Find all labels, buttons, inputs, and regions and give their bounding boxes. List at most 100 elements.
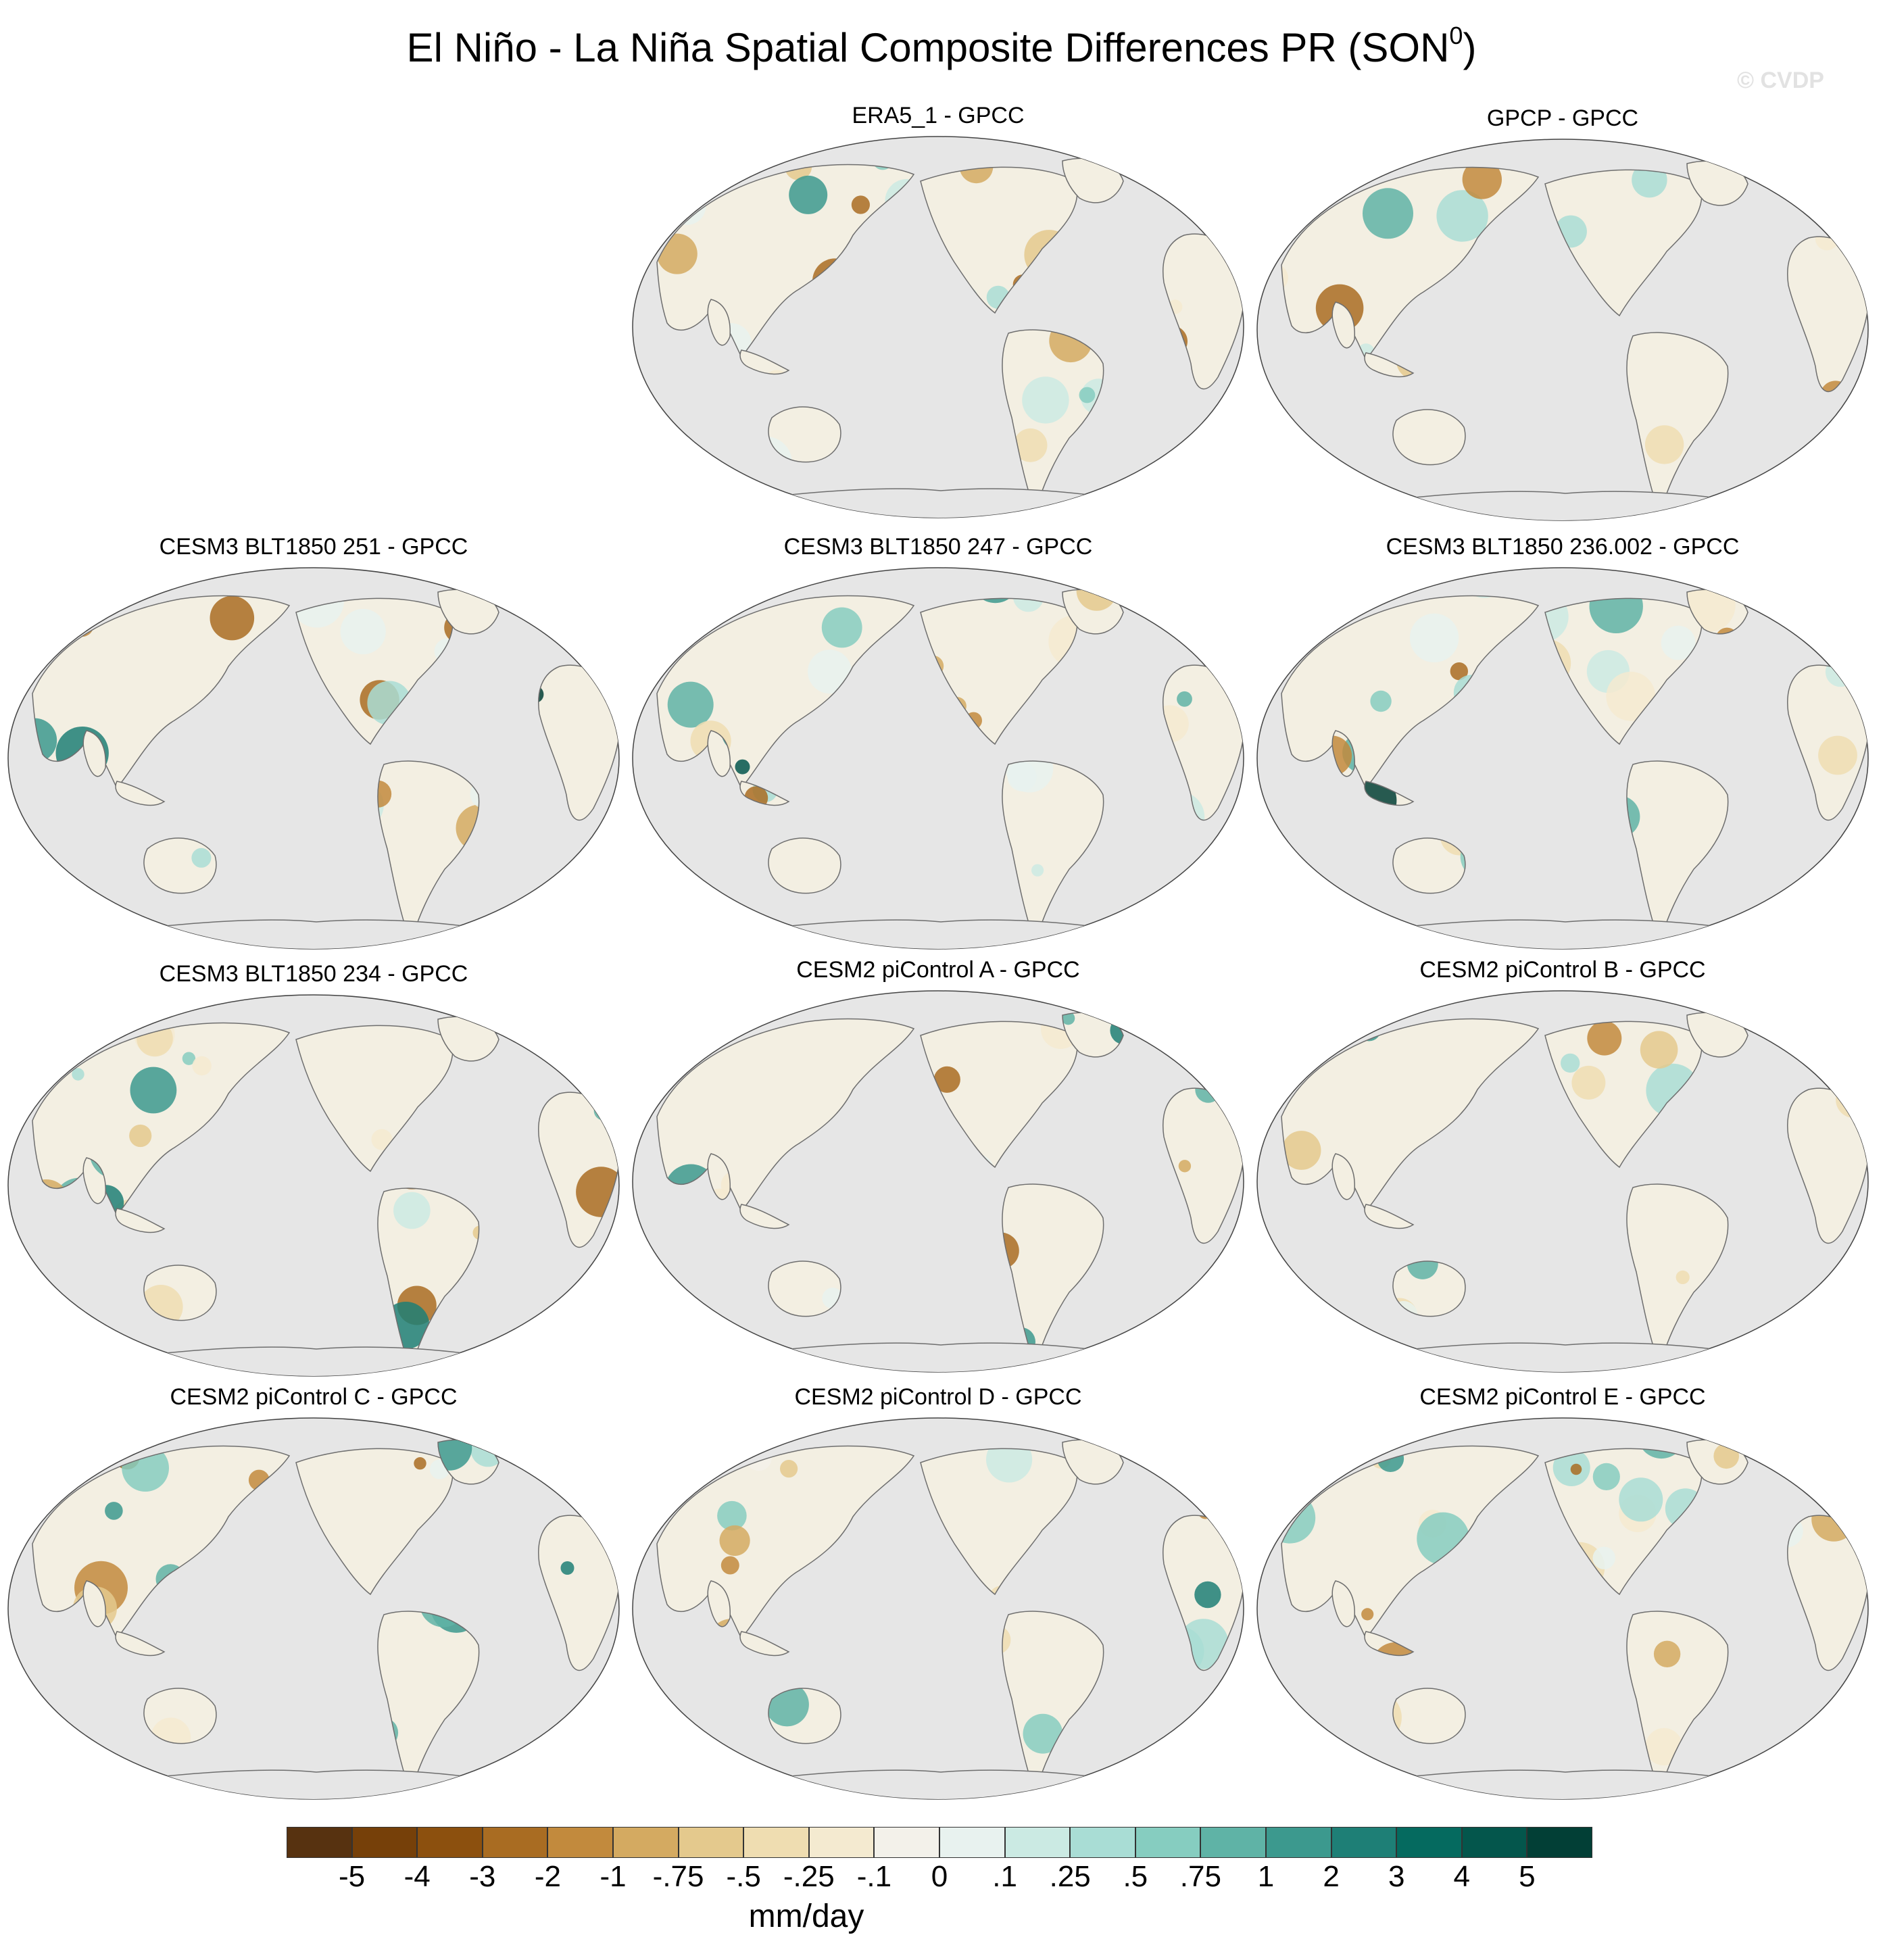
- coastline-namerica: [295, 597, 454, 745]
- colorbar-tick-label: 1: [1257, 1860, 1275, 1893]
- coastline-australia: [143, 1265, 217, 1321]
- coastline-namerica: [920, 597, 1078, 745]
- coastline-india: [1331, 301, 1355, 349]
- panel-title: CESM3 BLT1850 247 - GPCC: [783, 534, 1093, 560]
- land-greenland: [1687, 161, 1748, 205]
- coastline-eurasia: [656, 164, 915, 358]
- coastline-namerica: [1544, 1448, 1703, 1596]
- colorbar-tick-label: 3: [1388, 1860, 1405, 1893]
- coastline-samerica: [377, 1611, 480, 1796]
- land-seasia: [116, 1208, 164, 1233]
- land-australia: [768, 1260, 841, 1317]
- robinson-map: [7, 567, 620, 950]
- coastline-namerica: [295, 1448, 454, 1596]
- land-australia: [768, 406, 841, 462]
- coastline-india: [707, 730, 731, 777]
- colorbar-swatch: [678, 1827, 744, 1858]
- panel-title: CESM3 BLT1850 234 - GPCC: [159, 961, 468, 987]
- map-panel: CESM2 piControl D - GPCC: [627, 1384, 1249, 1810]
- coastline-eurasia: [1281, 595, 1540, 789]
- colorbar-tick-label: -2: [534, 1860, 561, 1893]
- coastline-eurasia: [32, 1445, 291, 1640]
- land-india: [1332, 1154, 1355, 1200]
- colorbar-tick-label: -.75: [652, 1860, 704, 1893]
- land-seasia: [1365, 1204, 1413, 1229]
- figure-title: El Niño - La Niña Spatial Composite Diff…: [406, 22, 1477, 70]
- coastline-seasia: [115, 1208, 166, 1233]
- coastline-namerica: [920, 1448, 1078, 1596]
- map-panel: CESM2 piControl C - GPCC: [3, 1384, 625, 1810]
- robinson-map: [7, 1417, 620, 1800]
- coastline-india: [707, 299, 731, 346]
- land-seasia: [740, 350, 789, 374]
- coastline-seasia: [115, 781, 166, 806]
- land-australia: [768, 837, 841, 893]
- colorbar-swatch: [743, 1827, 809, 1858]
- map-panel: CESM3 BLT1850 234 - GPCC: [3, 961, 625, 1387]
- panel-title: CESM2 piControl B - GPCC: [1419, 957, 1706, 983]
- land-greenland: [438, 1016, 499, 1061]
- land-india: [83, 1581, 106, 1627]
- robinson-map: [1256, 990, 1869, 1373]
- coastline-australia: [1392, 837, 1466, 894]
- colorbar-swatch: [613, 1827, 679, 1858]
- colorbar-swatch: [417, 1827, 483, 1858]
- map-panel: CESM2 piControl B - GPCC: [1252, 957, 1874, 1383]
- colorbar-swatch: [287, 1827, 352, 1858]
- robinson-map: [632, 990, 1244, 1373]
- coastline-australia: [143, 837, 217, 894]
- cvdp-copyright: © CVDP: [1737, 68, 1824, 93]
- colorbar-swatch: [1200, 1827, 1266, 1858]
- land-greenland: [1062, 158, 1123, 203]
- coastline-india: [82, 1157, 106, 1204]
- coastline-australia: [1392, 409, 1466, 466]
- panel-title: CESM2 piControl C - GPCC: [170, 1384, 458, 1410]
- land-australia: [1392, 1688, 1465, 1744]
- land-india: [83, 731, 106, 777]
- robinson-map: [1256, 139, 1869, 521]
- robinson-map: [7, 994, 620, 1377]
- coastline-eurasia: [656, 1018, 915, 1212]
- coastline-eurasia: [1281, 1445, 1540, 1640]
- land-samerica: [1002, 761, 1104, 944]
- coastline-india: [1331, 730, 1355, 777]
- map-panel: CESM3 BLT1850 247 - GPCC: [627, 534, 1249, 960]
- map-panel: ERA5_1 - GPCC: [627, 103, 1249, 529]
- coastline-india: [707, 1153, 731, 1200]
- colorbar-tick-label: 0: [931, 1860, 948, 1893]
- colorbar-tick-label: 4: [1453, 1860, 1471, 1893]
- land-india: [1332, 1581, 1355, 1627]
- colorbar-tick-label: .1: [992, 1860, 1017, 1893]
- land-seasia: [116, 781, 164, 806]
- map-panel: CESM2 piControl A - GPCC: [627, 957, 1249, 1383]
- coastline-eurasia: [1281, 1018, 1540, 1212]
- colorbar-swatch: [874, 1827, 939, 1858]
- coastline-seasia: [1364, 352, 1415, 378]
- coastline-samerica: [1002, 760, 1104, 946]
- colorbar-swatch: [1527, 1827, 1592, 1858]
- land-india: [708, 731, 731, 777]
- colorbar-swatch: [351, 1827, 418, 1858]
- land-greenland: [438, 589, 499, 634]
- panel-title: CESM2 piControl D - GPCC: [794, 1384, 1082, 1410]
- coastline-samerica: [1002, 1183, 1104, 1369]
- panel-title: CESM2 piControl A - GPCC: [796, 957, 1080, 983]
- coastline-samerica: [1626, 1611, 1729, 1796]
- colorbar: [287, 1827, 1592, 1858]
- colorbar-swatch: [1135, 1827, 1201, 1858]
- map-panel: CESM3 BLT1850 236.002 - GPCC: [1252, 534, 1874, 960]
- coastline-samerica: [1626, 1183, 1729, 1369]
- colorbar-tick-label: -.5: [726, 1860, 761, 1893]
- land-australia: [144, 1688, 216, 1744]
- coastline-eurasia: [1281, 166, 1540, 361]
- colorbar-tick-label: -3: [469, 1860, 496, 1893]
- land-greenland: [1062, 1440, 1123, 1484]
- coastline-seasia: [1364, 1204, 1415, 1229]
- robinson-map: [1256, 567, 1869, 950]
- colorbar-tick-label: -1: [600, 1860, 627, 1893]
- panel-title: CESM2 piControl E - GPCC: [1419, 1384, 1706, 1410]
- coastline-namerica: [1544, 169, 1703, 317]
- colorbar-tick-label: -.25: [783, 1860, 835, 1893]
- land-seasia: [740, 1632, 789, 1656]
- robinson-map: [632, 1417, 1244, 1800]
